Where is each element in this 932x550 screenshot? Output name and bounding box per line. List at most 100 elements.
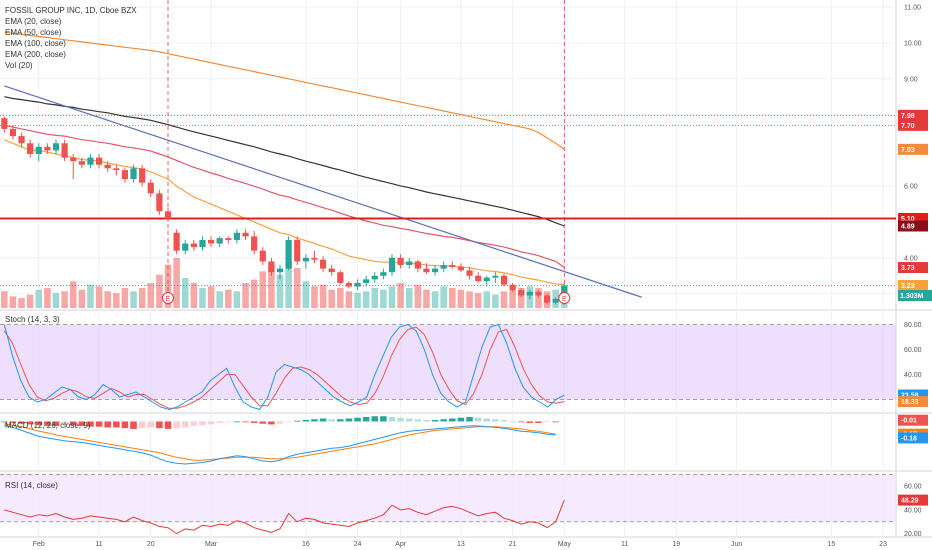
candle-body[interactable] (276, 268, 284, 273)
macd-tag: -0.18 (901, 435, 917, 442)
candle-body[interactable] (500, 275, 508, 285)
candle-body[interactable] (87, 157, 94, 165)
candle-body[interactable] (337, 272, 344, 283)
candle-body[interactable] (380, 272, 387, 276)
candle-body[interactable] (294, 239, 301, 262)
volume-tag: 1.303M (900, 293, 924, 300)
candle-body[interactable] (371, 275, 378, 280)
candle-body[interactable] (9, 128, 17, 137)
candle-body[interactable] (354, 282, 361, 287)
candle-body[interactable] (492, 275, 499, 278)
candle-body[interactable] (182, 243, 189, 251)
candle-body[interactable] (156, 193, 163, 212)
candle-body[interactable] (113, 168, 120, 171)
volume-bar (414, 284, 422, 308)
price-tag: 7.98 (901, 113, 915, 120)
candle-body[interactable] (173, 232, 180, 251)
candle-body[interactable] (526, 291, 533, 296)
rsi-pane[interactable] (0, 473, 896, 535)
candle-body[interactable] (121, 170, 129, 180)
stochastic-pane[interactable] (0, 323, 896, 411)
earnings-marker[interactable] (558, 292, 571, 304)
downtrend-line[interactable] (4, 85, 643, 298)
candle-body[interactable] (440, 265, 447, 269)
candle-body[interactable] (216, 238, 223, 244)
candle-body[interactable] (190, 243, 197, 248)
candle-body[interactable] (207, 239, 215, 244)
candle-body[interactable] (242, 232, 249, 237)
volume-bar (181, 278, 189, 308)
candle-body[interactable] (61, 143, 68, 158)
macd-histogram-bar (35, 421, 43, 426)
macd-histogram-bar (535, 421, 542, 423)
candle-body[interactable] (431, 268, 439, 273)
candle-body[interactable] (27, 143, 34, 154)
candle-body[interactable] (457, 266, 465, 271)
candle-body[interactable] (35, 146, 42, 154)
macd-pane[interactable] (1, 416, 559, 465)
candle-body[interactable] (130, 168, 137, 180)
candle-body[interactable] (225, 238, 232, 240)
earnings-marker[interactable] (162, 292, 174, 304)
candle-body[interactable] (475, 275, 482, 282)
macd-histogram-bar (242, 421, 249, 423)
x-tick-label: 13 (457, 541, 465, 548)
candle-body[interactable] (104, 164, 111, 169)
candle-body[interactable] (423, 268, 430, 273)
candle-body[interactable] (95, 157, 103, 165)
candle-body[interactable] (139, 168, 146, 183)
candle-body[interactable] (406, 261, 413, 266)
macd-histogram-bar (61, 421, 68, 426)
candle-body[interactable] (535, 291, 542, 296)
candle-body[interactable] (233, 232, 241, 240)
candle-body[interactable] (552, 299, 559, 303)
candle-body[interactable] (44, 146, 51, 151)
candle-body[interactable] (543, 295, 551, 303)
macd-histogram-bar (302, 419, 310, 422)
price-tick-label: 6.00 (904, 184, 918, 191)
candle-body[interactable] (466, 270, 473, 276)
candle-body[interactable] (268, 261, 275, 273)
candle-body[interactable] (52, 143, 60, 151)
price-tag: 7.03 (901, 147, 915, 154)
candle-body[interactable] (319, 259, 327, 269)
candle-body[interactable] (1, 118, 8, 129)
candle-body[interactable] (518, 290, 525, 296)
macd-histogram-bar (78, 421, 86, 426)
price-tag-bg (898, 109, 928, 121)
candle-body[interactable] (363, 279, 370, 283)
stoch-tag: 18.33 (901, 399, 919, 406)
candle-body[interactable] (388, 257, 396, 273)
candle-body[interactable] (483, 277, 490, 282)
candle-body[interactable] (449, 265, 456, 267)
candle-body[interactable] (302, 257, 309, 262)
price-tag: 4.89 (901, 223, 915, 230)
candle-body[interactable] (259, 250, 266, 262)
candle-body[interactable] (397, 257, 404, 266)
macd-histogram-bar (113, 421, 120, 428)
candle-body[interactable] (18, 136, 25, 144)
candle-body[interactable] (285, 239, 292, 269)
candle-body[interactable] (345, 282, 353, 287)
candle-body[interactable] (164, 211, 172, 219)
stoch-tag-bg (898, 389, 928, 401)
price-tag-bg (898, 262, 928, 274)
volume-bar (233, 291, 241, 308)
candle-body[interactable] (199, 239, 206, 248)
volume-bar (276, 274, 284, 308)
candle-body[interactable] (414, 261, 421, 269)
candle-body[interactable] (78, 161, 85, 165)
macd-tag-bg (898, 414, 928, 426)
volume-bar (216, 291, 223, 308)
candle-body[interactable] (251, 236, 258, 251)
candle-body[interactable] (311, 257, 318, 260)
price-tick-label: 4.00 (904, 255, 918, 262)
candle-body[interactable] (328, 268, 335, 273)
macd-histogram-bar (147, 421, 155, 428)
candle-body[interactable] (509, 284, 516, 291)
candle-body[interactable] (147, 182, 154, 194)
candle-body[interactable] (70, 157, 77, 162)
